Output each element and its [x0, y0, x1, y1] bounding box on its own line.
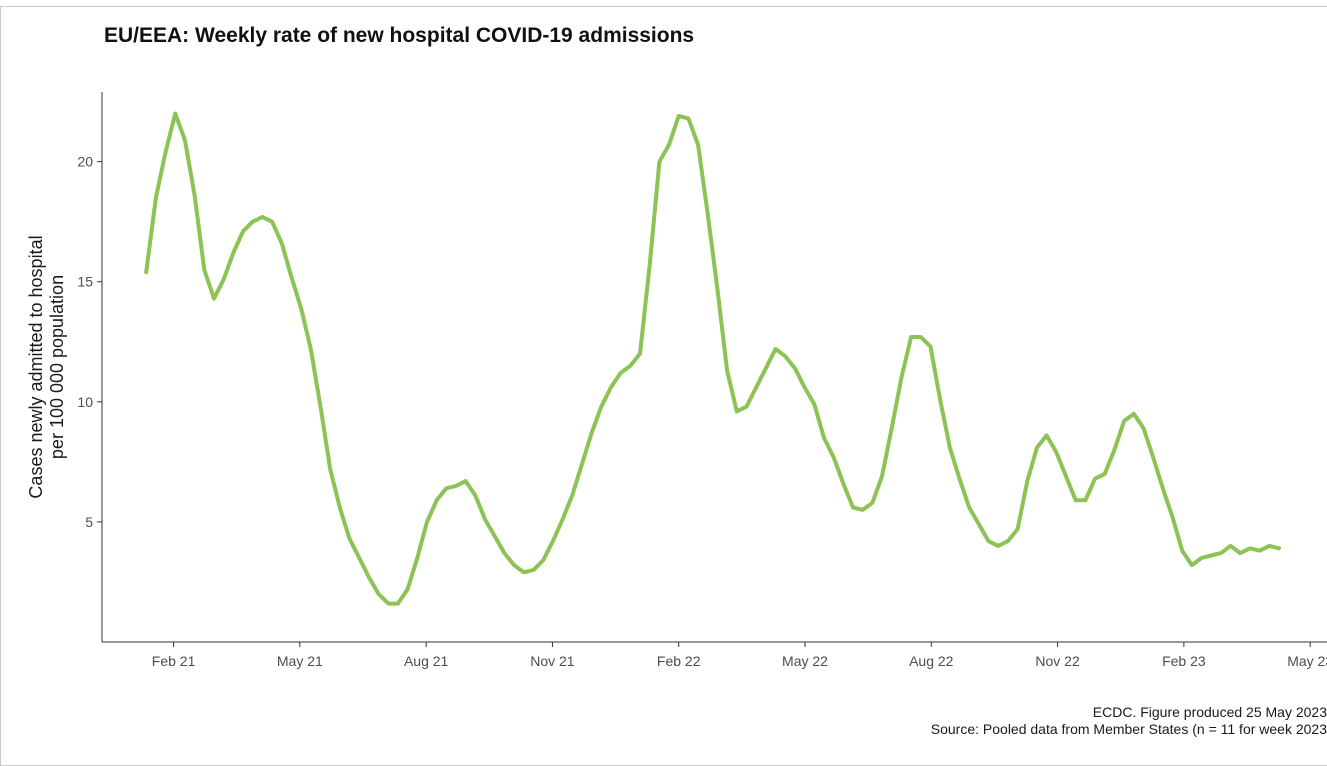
x-tick-label: Nov 21 — [530, 653, 575, 669]
figure-caption: ECDC. Figure produced 25 May 2023 Source… — [931, 704, 1327, 738]
x-tick-label: Feb 23 — [1162, 653, 1206, 669]
x-tick-label: Aug 22 — [909, 653, 954, 669]
y-tick-label: 5 — [85, 514, 93, 530]
series-group — [144, 111, 1281, 606]
caption-source: Source: Pooled data from Member States (… — [930, 721, 1327, 737]
x-tick-label: Nov 22 — [1035, 653, 1080, 669]
x-tick-label: May 23 — [1287, 653, 1327, 669]
chart-plot: 5 10 15 20 Feb 21 May 21 Aug 21 Nov 21 Feb 22 Ma… — [26, 92, 1327, 669]
x-tick-label: Feb 22 — [657, 653, 701, 669]
y-axis-label-line-1: Cases newly admitted to hospital — [26, 235, 46, 498]
y-axis-label: Cases newly admitted to hospital per 100… — [26, 235, 67, 498]
y-axis-label-line-2: per 100 000 population — [47, 275, 67, 459]
series-line — [144, 111, 1281, 606]
x-tick-label: Aug 21 — [404, 653, 449, 669]
x-tick-label: May 21 — [277, 653, 323, 669]
x-ticks: Feb 21 May 21 Aug 21 Nov 21 Feb 22 May 22 Aug … — [152, 642, 1327, 669]
caption-produced: ECDC. Figure produced 25 May 2023 — [1092, 704, 1327, 720]
x-tick-label: Feb 21 — [152, 653, 196, 669]
axes — [101, 92, 1327, 643]
x-tick-label: May 22 — [782, 653, 828, 669]
y-tick-label: 20 — [77, 154, 93, 170]
chart-title: EU/EEA: Weekly rate of new hospital COVI… — [104, 24, 695, 47]
y-tick-label: 10 — [77, 394, 93, 410]
y-tick-label: 15 — [77, 274, 93, 290]
y-ticks: 5 10 15 20 — [77, 154, 102, 530]
